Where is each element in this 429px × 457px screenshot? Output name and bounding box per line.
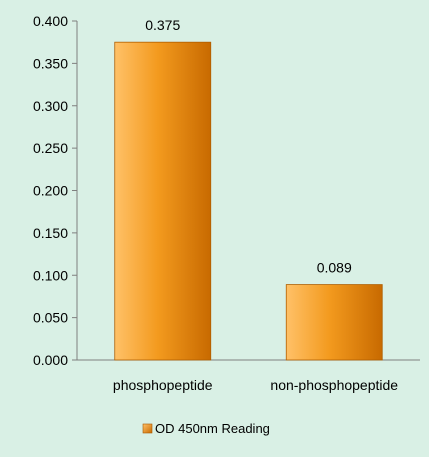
bar-phosphopeptide — [114, 41, 212, 361]
x-tick-label-phosphopeptide: phosphopeptide — [113, 377, 213, 393]
y-tick-label: 0.250 — [33, 140, 68, 156]
y-tick-label: 0.000 — [33, 352, 68, 368]
y-tick-label: 0.200 — [33, 183, 68, 199]
y-tick-label: 0.150 — [33, 225, 68, 241]
x-tick-label-non-phosphopeptide: non-phosphopeptide — [270, 377, 398, 393]
y-tick-label: 0.400 — [33, 13, 68, 29]
y-tick-label: 0.350 — [33, 55, 68, 71]
legend-label-od-450nm-reading: OD 450nm Reading — [155, 421, 270, 436]
y-tick-label: 0.050 — [33, 310, 68, 326]
data-label-non-phosphopeptide: 0.089 — [317, 260, 352, 276]
plot-area: 0.000 0.050 0.100 0.150 0.200 0.250 0.300 0.350… — [33, 13, 420, 393]
bar-non-phosphopeptide — [285, 284, 383, 361]
y-tick-label: 0.300 — [33, 98, 68, 114]
legend-swatch — [142, 423, 153, 434]
data-label-phosphopeptide: 0.375 — [145, 17, 180, 33]
y-tick-label: 0.100 — [33, 267, 68, 283]
legend: OD 450nm Reading — [142, 421, 270, 436]
